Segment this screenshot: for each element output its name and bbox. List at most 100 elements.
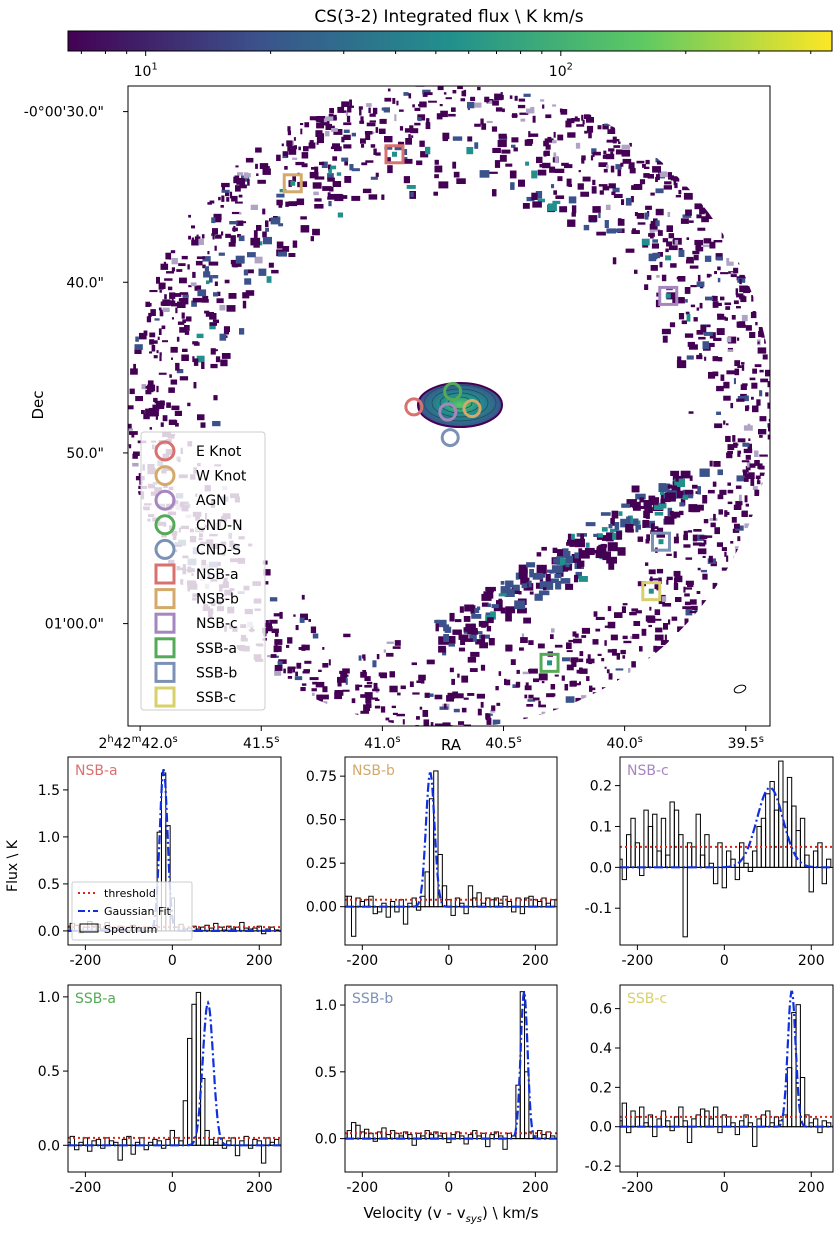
spectra-xlabel-tail: ) \ km/s	[482, 1204, 539, 1222]
spectrum-bar	[502, 1138, 508, 1150]
legend-item: NSB-c	[154, 612, 238, 634]
dec-tick-label: 01'00.0"	[45, 617, 104, 633]
gaussian-fit-line	[620, 786, 833, 869]
spectrum-bar	[187, 1037, 193, 1146]
legend-circle-icon	[154, 538, 176, 560]
y-tick-label: 0.0	[315, 1132, 337, 1148]
legend-label: CND-N	[196, 518, 243, 534]
legend-square-icon	[154, 661, 176, 683]
spectrum-bar	[808, 866, 814, 893]
legend-item: SSB-c	[154, 686, 236, 708]
spectrum-bar	[428, 798, 435, 908]
spectrum-bar	[812, 850, 819, 868]
gaussian-fit-line	[68, 999, 281, 1147]
spectrum-bar	[82, 1137, 89, 1146]
legend-frame	[140, 431, 266, 711]
spectrum-bar	[639, 866, 645, 877]
spectrum-bar	[799, 1077, 806, 1128]
spectrum-bar	[630, 817, 636, 868]
y-tick-label: 0.50	[306, 813, 337, 829]
legend-fit-label: Gaussian Fit	[104, 905, 172, 918]
x-tick-label: 200	[246, 953, 273, 969]
marker-nsb-b	[282, 173, 303, 194]
marker-ssb-b	[650, 531, 671, 552]
x-tick-label: -200	[346, 1180, 378, 1196]
x-tick-label: 200	[246, 1180, 273, 1196]
marker-agn	[438, 402, 458, 422]
marker-e-knot	[404, 397, 424, 417]
ra-tick-label: 41.5s	[243, 734, 279, 752]
legend-square-icon	[154, 563, 176, 585]
spectrum-plot-area	[345, 991, 557, 1150]
ra-tick-label: 39.5s	[728, 734, 764, 752]
gaussian-fit-line	[620, 990, 833, 1128]
gaussian-fit-line	[345, 991, 557, 1140]
dec-tick-label: 40.0"	[66, 275, 104, 291]
dec-tick-label: -0°00'30.0"	[24, 105, 104, 121]
legend-label: NSB-b	[196, 592, 239, 608]
legend-threshold-label: threshold	[104, 887, 156, 900]
map-markers	[282, 144, 679, 673]
spectrum-bar	[699, 854, 706, 868]
spectrum-bar	[643, 809, 649, 868]
legend-label: E Knot	[196, 444, 242, 460]
spectrum-bar	[424, 871, 430, 908]
marker-ssb-c	[641, 581, 662, 602]
spectrum-bar	[350, 1122, 357, 1140]
marker-ssb-a	[539, 652, 560, 673]
spectrum-bar	[402, 906, 409, 925]
x-tick-label: 0	[168, 1180, 177, 1196]
legend-item: NSB-b	[154, 588, 239, 610]
spectrum-frame	[67, 984, 282, 1173]
flux-map-frame	[127, 85, 771, 727]
legend-square-icon	[154, 588, 176, 610]
spectrum-title: NSB-b	[352, 763, 395, 779]
spectrum-bar	[821, 866, 827, 885]
spectrum-bar	[200, 1078, 206, 1146]
colorbar-ticks: 101 102	[80, 51, 812, 80]
y-tick-label: 0.25	[306, 856, 337, 872]
spectrum-bar	[734, 866, 741, 881]
legend-item: NSB-a	[154, 563, 239, 585]
spectrum-bar	[346, 1130, 352, 1140]
spectrum-bar	[791, 805, 797, 868]
spectrum-panel-nsb-b: -200 0 200 0.00 0.25 0.50 0.75 NSB-b	[306, 756, 558, 969]
dec-tick-label: 50.0"	[66, 446, 104, 462]
spectrum-frame	[67, 756, 282, 946]
spectrum-panel-ssb-b: -200 0 200 0.0 0.5 1.0 SSB-b	[315, 984, 558, 1196]
spectrum-bar	[441, 885, 448, 908]
spectrum-bar	[656, 1118, 662, 1128]
spectrum-frame	[619, 756, 834, 946]
legend-label: W Knot	[196, 469, 247, 485]
y-tick-label: 0.2	[590, 1080, 612, 1096]
y-tick-label: 1.5	[38, 783, 60, 799]
spectrum-bar	[752, 1126, 758, 1147]
spectrum-bar	[765, 793, 771, 868]
ra-tick-label: 40.0s	[606, 734, 642, 752]
spectrum-bar	[524, 1071, 530, 1140]
y-tick-label: -0.2	[585, 1159, 612, 1175]
flux-map-ticks: 2h42m42.0s 41.5s 41.0s 40.5s 40.0s 39.5s -0°00…	[24, 105, 764, 752]
x-tick-label: 0	[168, 953, 177, 969]
spectra-panels: -200 0 200 0.0 0.5 1.0 1.5 NSB-a threshold Gaussi…	[38, 756, 834, 1196]
spectrum-bar	[769, 781, 775, 868]
y-tick-label: -0.1	[585, 901, 612, 917]
spectrum-bar	[773, 809, 780, 868]
legend-circle-icon	[154, 514, 176, 536]
nucleus-contour	[423, 384, 497, 422]
colorbar: CS(3-2) Integrated flux \ K km/s 101 102	[67, 7, 833, 80]
spectrum-bar	[652, 813, 658, 868]
marker-w-knot	[462, 399, 482, 419]
legend-item: SSB-b	[154, 661, 237, 683]
y-tick-label: 0.1	[590, 819, 612, 835]
spectrum-panel-ssb-a: -200 0 200 0.0 0.5 1.0 SSB-a	[38, 984, 282, 1196]
y-tick-label: 0.0	[38, 924, 60, 940]
spectrum-bar	[626, 834, 632, 868]
legend-label: CND-S	[196, 542, 241, 558]
marker-cnd-s	[440, 428, 460, 448]
spectrum-title: SSB-b	[352, 991, 393, 1007]
y-tick-label: 1.0	[315, 998, 337, 1014]
spectrum-panel-ssb-c: -200 0 200 -0.2 0.0 0.2 0.4 0.6 SSB-c	[585, 984, 834, 1196]
y-tick-label: 0.0	[38, 1138, 60, 1154]
ra-tick-label: 2h42m42.0s	[98, 734, 177, 752]
